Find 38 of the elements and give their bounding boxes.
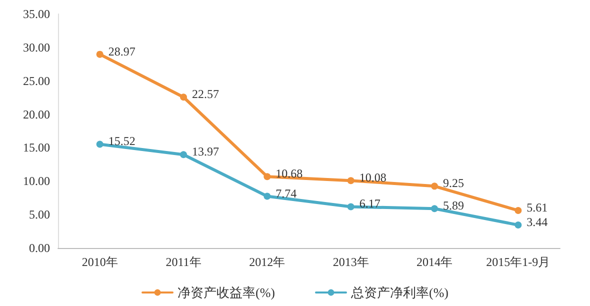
y-tick-label: 15.00 <box>23 140 50 155</box>
point <box>264 192 271 200</box>
point <box>514 222 522 228</box>
point <box>96 140 104 148</box>
point <box>431 205 438 212</box>
point <box>514 206 522 214</box>
y-tick-label: 35.00 <box>23 7 50 21</box>
point <box>180 94 187 101</box>
y-tick-label: 20.00 <box>23 107 50 122</box>
data-label: 5.61 <box>526 200 548 214</box>
data-label: 5.89 <box>443 198 464 213</box>
point <box>264 173 271 180</box>
legend-label: 总资产净利率(%) <box>350 285 448 300</box>
y-tick-label: 5.00 <box>29 208 50 222</box>
x-tick-label: 2014年 <box>416 255 452 269</box>
data-label: 3.44 <box>526 215 548 229</box>
data-label: 22.57 <box>192 87 219 102</box>
data-label: 7.74 <box>276 186 297 200</box>
x-tick-label: 2015年1-9月 <box>486 255 550 269</box>
point <box>180 151 187 158</box>
y-tick-label: 10.00 <box>23 174 50 188</box>
y-tick-label: 0.00 <box>29 241 50 255</box>
point <box>347 203 354 210</box>
data-label: 28.97 <box>108 44 136 58</box>
x-tick-label: 2011年 <box>166 255 202 269</box>
data-label: 15.52 <box>108 134 136 148</box>
y-tick-label: 25.00 <box>23 74 50 88</box>
data-label: 13.97 <box>192 144 219 159</box>
x-tick-label: 2013年 <box>332 255 369 269</box>
data-label: 10.08 <box>359 170 386 185</box>
point <box>96 50 104 58</box>
point <box>347 177 354 184</box>
legend-label: 净资产收益率(%) <box>178 285 276 300</box>
x-tick-label: 2012年 <box>249 255 286 269</box>
point <box>431 182 438 190</box>
data-label: 9.25 <box>443 176 464 190</box>
y-tick-label: 30.00 <box>23 40 50 54</box>
x-tick-label: 2010年 <box>82 255 118 269</box>
